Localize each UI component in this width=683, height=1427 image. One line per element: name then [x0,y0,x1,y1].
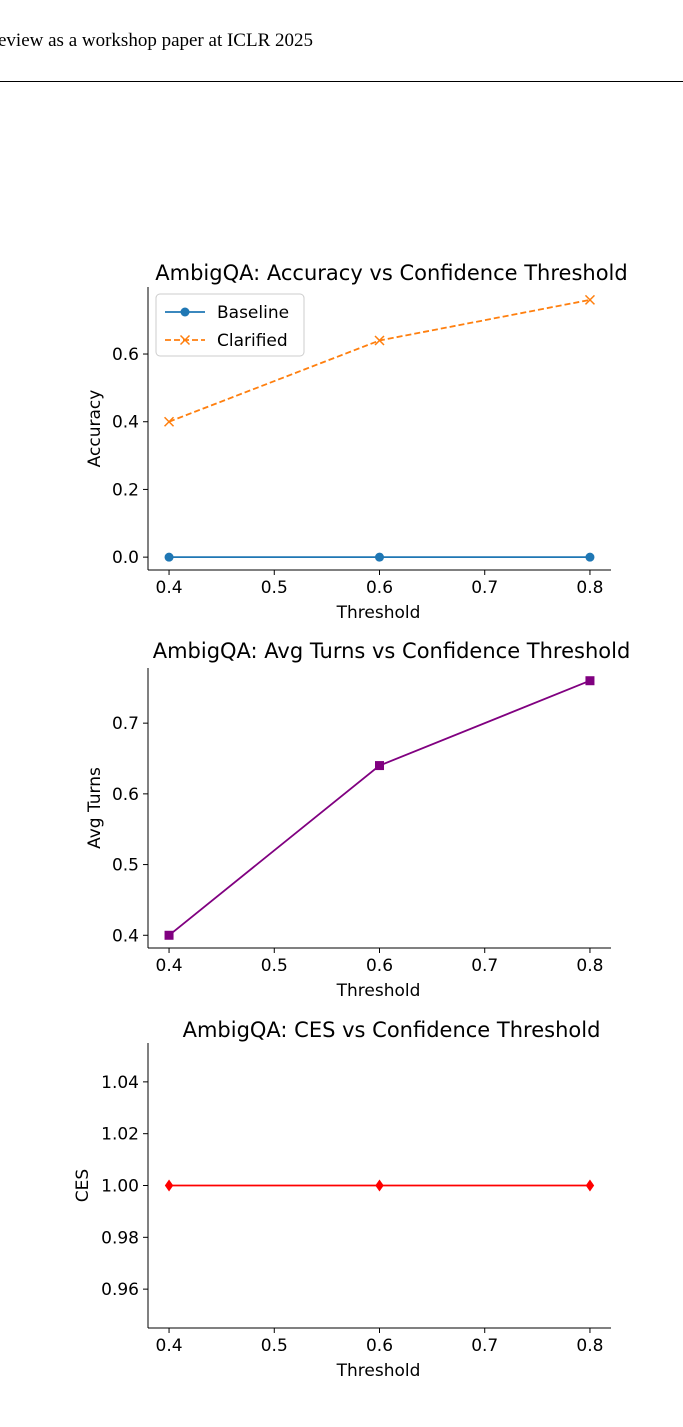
ces-data-point [164,1179,174,1192]
ces-x-tick-label: 0.6 [366,1336,393,1356]
accuracy-y-label: Accuracy [85,390,105,468]
accuracy-legend-marker [180,307,190,317]
accuracy-data-point [375,552,384,562]
avg-turns-x-tick-label: 0.8 [576,956,603,976]
accuracy-data-point [584,294,595,305]
ces-x-tick-label: 0.5 [261,1336,288,1356]
avg-turns-chart: AmbigQA: Avg Turns vs Confidence Thresho… [85,639,631,1001]
avg-turns-x-label: Threshold [336,981,421,1001]
avg-turns-title: AmbigQA: Avg Turns vs Confidence Thresho… [153,639,631,663]
ces-y-label: CES [73,1169,93,1202]
avg-turns-y-label: Avg Turns [85,767,105,849]
ces-y-tick-label: 0.96 [101,1280,139,1300]
accuracy-x-tick-label: 0.7 [471,578,498,598]
accuracy-legend-label: Clarified [217,331,288,351]
avg-turns-x-tick-label: 0.5 [261,956,288,976]
accuracy-title: AmbigQA: Accuracy vs Confidence Threshol… [155,261,627,285]
ces-x-label: Threshold [336,1361,421,1381]
accuracy-x-tick-label: 0.5 [261,578,288,598]
accuracy-x-tick-label: 0.6 [366,578,393,598]
accuracy-x-tick-label: 0.8 [576,578,603,598]
page-header: eview as a workshop paper at ICLR 2025 [0,30,314,51]
accuracy-y-tick-label: 0.0 [112,548,139,568]
accuracy-legend-label: Baseline [217,303,289,323]
ces-x-tick-label: 0.8 [576,1336,603,1356]
avg-turns-x-tick-label: 0.7 [471,956,498,976]
accuracy-data-point [374,335,385,346]
avg-turns-data-point [585,676,595,686]
ces-data-point [585,1179,595,1192]
accuracy-y-tick-label: 0.6 [112,345,139,365]
accuracy-y-tick-label: 0.2 [112,480,139,500]
avg-turns-y-tick-label: 0.6 [112,785,139,805]
ces-title: AmbigQA: CES vs Confidence Threshold [183,1018,601,1042]
accuracy-data-point [164,416,175,427]
accuracy-data-point [585,552,595,562]
accuracy-y-tick-label: 0.4 [112,413,139,433]
header-rule [0,81,683,82]
avg-turns-series-line [168,679,591,936]
ces-y-tick-label: 0.98 [101,1228,139,1248]
accuracy-legend-marker [179,334,191,346]
avg-turns-data-point [164,930,174,940]
ces-chart: AmbigQA: CES vs Confidence Threshold 0.4 0… [73,1018,611,1381]
avg-turns-y-tick-label: 0.4 [112,926,139,946]
ces-x-tick-label: 0.4 [156,1336,183,1356]
accuracy-x-tick-label: 0.4 [156,578,183,598]
accuracy-chart: AmbigQA: Accuracy vs Confidence Threshol… [85,261,628,623]
avg-turns-x-tick-label: 0.4 [156,956,183,976]
ces-y-tick-label: 1.04 [101,1073,139,1093]
accuracy-legend: Baseline Clarified [155,293,305,357]
avg-turns-y-tick-label: 0.7 [112,714,139,734]
ces-data-point [375,1179,384,1192]
avg-turns-y-tick-label: 0.5 [112,856,139,876]
accuracy-x-label: Threshold [336,603,421,623]
avg-turns-data-point [375,761,384,771]
avg-turns-x-tick-label: 0.6 [366,956,393,976]
accuracy-data-point [164,552,174,562]
ces-y-tick-label: 1.00 [101,1177,139,1197]
ces-x-tick-label: 0.7 [471,1336,498,1356]
ces-y-tick-label: 1.02 [101,1125,139,1145]
